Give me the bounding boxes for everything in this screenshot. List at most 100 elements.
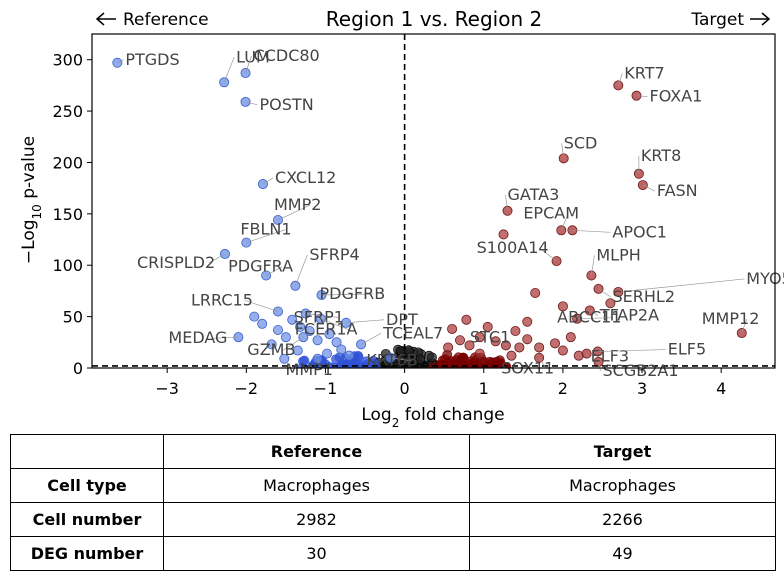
- label-leader-line: [360, 333, 382, 345]
- data-point: [510, 326, 521, 337]
- target-value: 49: [469, 536, 776, 571]
- table-corner: [10, 434, 164, 469]
- data-point: [312, 335, 323, 346]
- data-point: [295, 321, 306, 332]
- data-point: [444, 357, 454, 368]
- data-point: [443, 342, 454, 353]
- gene-label: MLPH: [596, 246, 640, 265]
- data-point: [522, 334, 533, 345]
- label-leader-line: [246, 229, 286, 243]
- left-arrow-icon: [95, 12, 116, 26]
- gene-label: MMP1: [286, 360, 333, 379]
- target-column-header: Target: [469, 434, 776, 469]
- label-leader-line: [213, 336, 239, 339]
- data-point: [304, 326, 315, 337]
- label-leader-line: [117, 59, 124, 64]
- gene-label: PDGFRB: [320, 284, 386, 303]
- row-label: Cell number: [10, 502, 164, 537]
- data-point: [557, 301, 568, 312]
- data-point: [534, 342, 545, 353]
- label-leader-line: [245, 55, 252, 74]
- x-axis-label: Log2 fold change: [361, 405, 504, 430]
- data-point: [292, 345, 303, 356]
- label-leader-line: [572, 229, 611, 233]
- table-header-row: Reference Target: [10, 434, 776, 469]
- data-point: [565, 332, 576, 343]
- label-leader-line: [346, 319, 385, 324]
- label-leader-line: [265, 266, 283, 276]
- gene-point: [241, 237, 252, 248]
- label-leader-line: [561, 143, 565, 159]
- data-point: [474, 348, 485, 359]
- x-tick-label: 4: [716, 379, 726, 398]
- data-point: [530, 287, 541, 298]
- data-point: [474, 332, 485, 343]
- gene-label: SCD: [564, 133, 598, 152]
- label-leader-line: [577, 317, 612, 320]
- data-point: [605, 298, 616, 309]
- data-point: [266, 339, 277, 350]
- label-leader-line: [245, 101, 258, 106]
- gene-label: CCDC80: [254, 46, 320, 65]
- gene-label: KRT7: [624, 63, 664, 82]
- gene-label: EPCAM: [523, 203, 579, 222]
- axes: −3 −2 −1 0 1 2 3 4 0 50 100 150 200 250 300: [52, 33, 776, 398]
- table-row: DEG number 30 49: [10, 536, 776, 571]
- x-tick-label: −3: [155, 379, 179, 398]
- gene-label: KRT8: [641, 146, 681, 165]
- data-point: [336, 344, 347, 355]
- data-point: [514, 342, 525, 353]
- gene-label: FCER1A: [295, 320, 358, 339]
- x-tick-label: 3: [637, 379, 647, 398]
- data-point: [272, 324, 283, 335]
- data-point: [447, 323, 458, 334]
- gene-label: APOC1: [612, 222, 667, 241]
- table-row: Cell type Macrophages Macrophages: [10, 468, 776, 503]
- x-tick-label: −1: [314, 379, 338, 398]
- data-point: [280, 332, 291, 343]
- data-point: [257, 318, 268, 329]
- label-leader-line: [617, 73, 623, 86]
- label-leader-line: [636, 95, 648, 98]
- y-axis-label: −Log10 p-value: [19, 136, 44, 264]
- data-point: [490, 336, 501, 347]
- label-leader-line: [591, 255, 595, 276]
- label-leader-line: [538, 357, 547, 369]
- data-point: [353, 352, 364, 363]
- label-leader-line: [305, 313, 339, 318]
- label-leader-line: [597, 349, 666, 352]
- gene-point: [219, 77, 230, 88]
- x-tick-label: 1: [479, 379, 489, 398]
- label-leader-line: [589, 310, 598, 316]
- gene-label: PDGFRA: [228, 257, 293, 276]
- y-tick-label: 300: [52, 51, 83, 70]
- gene-label: GZMB: [247, 340, 295, 359]
- x-tick-label: 0: [400, 379, 410, 398]
- gene-label: TCEAL7: [382, 323, 443, 342]
- data-point: [331, 337, 342, 348]
- label-leader-line: [642, 184, 655, 192]
- data-point: [461, 314, 472, 325]
- y-tick-label: 200: [52, 153, 83, 172]
- gene-label: SCGB2A1: [603, 361, 679, 380]
- label-leader-line: [223, 57, 235, 83]
- reference-value: 30: [163, 536, 470, 571]
- data-point: [464, 340, 475, 351]
- volcano-plot: Region 1 vs. Region 2 Reference Target P…: [19, 7, 784, 430]
- data-point: [279, 353, 290, 364]
- data-point: [403, 345, 414, 356]
- gene-label: KRT6B: [366, 351, 417, 370]
- data-point: [427, 352, 437, 363]
- data-point: [557, 345, 568, 356]
- target-value: 2266: [469, 502, 776, 537]
- y-tick-label: 150: [52, 205, 83, 224]
- y-tick-label: 0: [73, 359, 83, 378]
- data-point: [455, 335, 466, 346]
- label-leader-line: [598, 361, 601, 371]
- gene-label: S100A14: [477, 238, 549, 257]
- label-leader-line: [244, 300, 279, 312]
- gene-label: TFAP2A: [599, 305, 659, 324]
- label-leader-line: [208, 253, 226, 264]
- data-point: [498, 229, 509, 240]
